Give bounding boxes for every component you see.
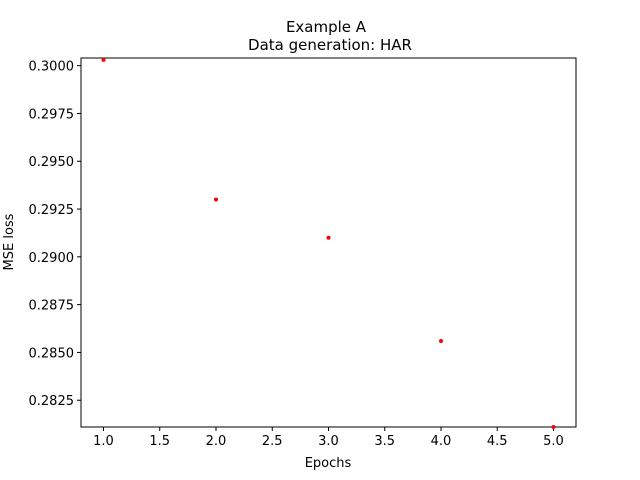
y-tick-label: 0.2925: [29, 203, 75, 218]
data-point: [551, 425, 556, 429]
chart-subtitle: Data generation: HAR: [248, 36, 412, 54]
y-tick-label: 0.2900: [29, 251, 75, 266]
chart-title: Example A: [286, 18, 367, 36]
x-axis: 1.0 1.5 2.0 2.5 3.0 3.5 4.0 4.5 5.0: [93, 427, 564, 449]
x-tick-label: 4.5: [487, 434, 508, 449]
y-tick-label: 0.2875: [29, 299, 75, 314]
data-point: [326, 235, 331, 240]
x-axis-label: Epochs: [305, 456, 352, 471]
y-tick-label: 0.2825: [29, 394, 75, 409]
y-tick-label: 0.3000: [29, 60, 75, 75]
y-tick-label: 0.2850: [29, 346, 75, 361]
data-point: [439, 338, 443, 343]
y-tick-label: 0.2950: [29, 155, 75, 170]
x-tick-label: 2.0: [206, 434, 227, 449]
data-points: [101, 57, 556, 429]
plot-area-frame: [80, 57, 577, 428]
x-tick-label: 5.0: [543, 434, 564, 449]
y-axis-label: MSE loss: [2, 213, 17, 270]
data-point: [101, 57, 106, 62]
x-tick-label: 2.5: [262, 434, 283, 449]
x-tick-label: 3.5: [374, 434, 395, 449]
x-tick-label: 3.0: [318, 434, 339, 449]
data-point: [214, 197, 218, 202]
x-tick-label: 1.0: [93, 434, 114, 449]
y-tick-label: 0.2975: [29, 107, 75, 122]
y-axis: 0.2825 0.2850 0.2875 0.2900 0.2925 0.2950 0.29…: [29, 60, 81, 409]
x-tick-label: 1.5: [149, 434, 170, 449]
x-tick-label: 4.0: [431, 434, 452, 449]
